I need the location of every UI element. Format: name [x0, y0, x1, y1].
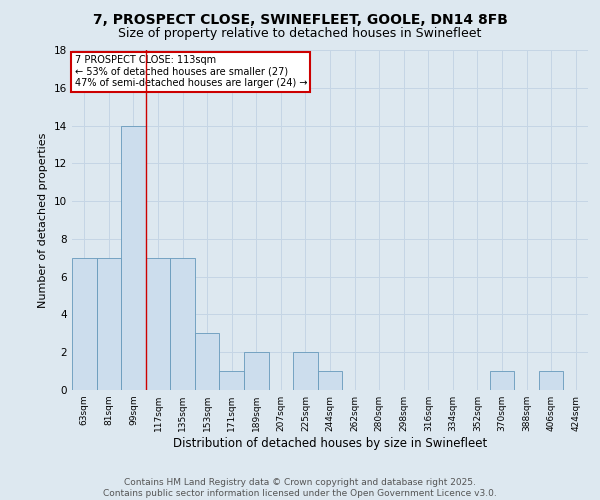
Bar [220, 371, 244, 390]
Bar [121, 126, 146, 390]
Bar [293, 352, 318, 390]
Text: Size of property relative to detached houses in Swinefleet: Size of property relative to detached ho… [118, 28, 482, 40]
X-axis label: Distribution of detached houses by size in Swinefleet: Distribution of detached houses by size … [173, 437, 487, 450]
Y-axis label: Number of detached properties: Number of detached properties [38, 132, 49, 308]
Bar [195, 334, 220, 390]
Bar [72, 258, 97, 390]
Bar [244, 352, 269, 390]
Bar [490, 371, 514, 390]
Bar [170, 258, 195, 390]
Bar [318, 371, 342, 390]
Text: 7, PROSPECT CLOSE, SWINEFLEET, GOOLE, DN14 8FB: 7, PROSPECT CLOSE, SWINEFLEET, GOOLE, DN… [92, 12, 508, 26]
Bar [146, 258, 170, 390]
Text: Contains HM Land Registry data © Crown copyright and database right 2025.
Contai: Contains HM Land Registry data © Crown c… [103, 478, 497, 498]
Text: 7 PROSPECT CLOSE: 113sqm
← 53% of detached houses are smaller (27)
47% of semi-d: 7 PROSPECT CLOSE: 113sqm ← 53% of detach… [74, 55, 307, 88]
Bar [97, 258, 121, 390]
Bar [539, 371, 563, 390]
